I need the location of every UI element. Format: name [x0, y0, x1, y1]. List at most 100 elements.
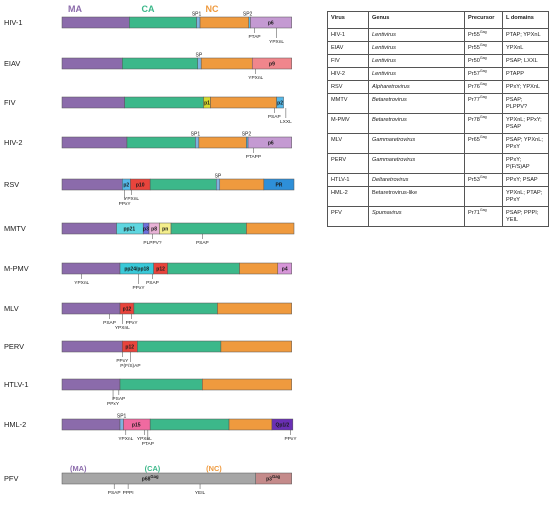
- row-label-rsv: RSV: [4, 180, 19, 189]
- table-row: HIV-2 Lentivirus Pr57Gag PTAPP: [327, 67, 549, 81]
- l-domain-label-pfv-2: YEIL: [195, 490, 206, 496]
- gag-row-pfv: PFV p68Gag p3Gag PSAP PPPI YEIL (MA) (CA) (NC): [4, 464, 292, 496]
- table-header-l-domains: L domains: [502, 11, 549, 29]
- l-domains-cell: YPXnL: [502, 41, 549, 55]
- virus-cell: MLV: [327, 133, 369, 154]
- segment-hiv-2-0: [61, 136, 128, 149]
- row-label-mlv: MLV: [4, 304, 19, 313]
- l-domain-label-mmtv-1: PSAP: [196, 240, 209, 246]
- virus-cell: PFV: [327, 206, 369, 227]
- header-nc: NC: [206, 4, 219, 14]
- segment-label-rsv-0: p2: [123, 183, 129, 189]
- precursor-superscript: Gag: [479, 56, 487, 61]
- table-row: HIV-1 Lentivirus Pr55Gag PTAP; YPXnL: [327, 28, 549, 42]
- row-label-pfv: PFV: [4, 474, 18, 483]
- table-row: EIAV Lentivirus Pr55Gag YPXnL: [327, 41, 549, 55]
- genus-cell: Gammaretrovirus: [368, 153, 465, 174]
- table-row: FIV Lentivirus Pr50Gag PSAP; LXXL: [327, 54, 549, 68]
- l-domain-label-pfv-0: PSAP: [108, 490, 121, 496]
- precursor-superscript: Gag: [479, 30, 487, 35]
- table-row: MMTV Betaretrovirus Pr77Gag PSAP; PLPPV?: [327, 93, 549, 114]
- virus-table: Virus Genus Precursor L domains HIV-1 Len…: [327, 11, 549, 227]
- segment-perv-0: [61, 340, 123, 353]
- row-label-m-pmv: M-PMV: [4, 264, 29, 273]
- segment-htlv-1-1: [119, 378, 203, 391]
- pfv-header-ca: (CA): [145, 464, 161, 473]
- table-row: RSV Alpharetrovirus Pr76Gag PPxY; YPXnL: [327, 80, 549, 94]
- segment-label-hml-2-1: p15: [132, 423, 141, 429]
- precursor-superscript: Gag: [479, 69, 487, 74]
- segment-hml-2-4: [228, 418, 273, 431]
- segment-perv-2: [137, 340, 222, 353]
- precursor-cell: [464, 186, 503, 207]
- row-label-fiv: FIV: [4, 98, 16, 107]
- table-row: HTLV-1 Deltaretrovirus Pr53Gag PPxY; PSAP: [327, 173, 549, 187]
- segment-label-rsv-2: SP: [215, 174, 222, 180]
- precursor-cell: Pr65Gag: [464, 133, 503, 154]
- segment-label-eiav-1: p9: [269, 62, 275, 68]
- l-domain-label-eiav-0: YPXnL: [248, 75, 263, 81]
- l-domain-label-mlv-2: PPxY: [126, 320, 139, 326]
- segment-eiav-3: [200, 57, 253, 70]
- segment-rsv-4: [216, 178, 221, 191]
- segment-label-hiv-2-1: SP2: [242, 132, 252, 138]
- l-domain-label-hml-2-0: YPXnL: [118, 436, 133, 442]
- row-label-hml-2: HML-2: [4, 420, 26, 429]
- l-domains-cell: PTAPP: [502, 67, 549, 81]
- segment-label-hml-2-0: SP1: [117, 414, 127, 420]
- segment-pfv-0: [61, 472, 256, 485]
- segment-rsv-6: [263, 178, 295, 191]
- l-domains-cell: PPxY; P(F/S)AP: [502, 153, 549, 174]
- precursor-superscript: Gag: [479, 135, 487, 140]
- gag-row-hiv-1: HIV-1 SP1 SP2 p6 PTAP YPXnL: [4, 12, 292, 45]
- l-domain-label-fiv-1: LXXL: [280, 119, 292, 125]
- segment-label-fiv-0: p1: [204, 101, 210, 107]
- precursor-cell: Pr55Gag: [464, 28, 503, 42]
- segment-mmtv-0: [61, 222, 117, 235]
- header-ma: MA: [68, 4, 82, 14]
- segment-label-hiv-2-2: p6: [268, 141, 274, 147]
- segment-hiv-1-1: [129, 16, 197, 29]
- segment-mlv-3: [217, 302, 292, 315]
- precursor-superscript: Gag: [479, 208, 487, 213]
- genus-cell: Lentivirus: [368, 28, 465, 42]
- genus-cell: Deltaretrovirus: [368, 173, 465, 187]
- segment-label-mmtv-1: p3: [143, 227, 149, 233]
- segment-hiv-1-2: [196, 16, 201, 29]
- segment-label-m-pmv-2: p4: [282, 267, 288, 273]
- table-header-genus: Genus: [368, 11, 465, 29]
- genus-cell: Betaretrovirus: [368, 113, 465, 134]
- l-domain-label-m-pmv-2: PSAP: [146, 280, 159, 286]
- segment-fiv-4: [276, 96, 284, 109]
- segment-fiv-3: [210, 96, 277, 109]
- l-domains-cell: PTAP; YPXnL: [502, 28, 549, 42]
- segment-mlv-0: [61, 302, 121, 315]
- segment-perv-3: [220, 340, 292, 353]
- segment-hml-2-0: [61, 418, 121, 431]
- virus-cell: PERV: [327, 153, 369, 174]
- segment-label-mmtv-3: pn: [162, 227, 168, 233]
- l-domain-label-rsv-1: YPXnL: [124, 196, 139, 202]
- row-label-perv: PERV: [4, 342, 24, 351]
- header-ca: CA: [142, 4, 155, 14]
- gag-row-mmtv: MMTV pp21 p3 p8 pn PLPPV? PSAP: [4, 222, 295, 246]
- genus-cell: Lentivirus: [368, 67, 465, 81]
- precursor-superscript: Gag: [479, 175, 487, 180]
- precursor-cell: Pr50Gag: [464, 54, 503, 68]
- virus-cell: MMTV: [327, 93, 369, 114]
- segment-label-hiv-1-2: p6: [268, 21, 274, 27]
- segment-label-pfv-1: p3Gag: [266, 474, 280, 483]
- segment-label-eiav-0: SP: [196, 53, 203, 59]
- l-domains-cell: YPXnL; PTAP; PPxY: [502, 186, 549, 207]
- genus-cell: Lentivirus: [368, 41, 465, 55]
- l-domain-label-htlv-1-0: PPxY: [107, 401, 120, 407]
- genus-cell: Betaretrovirus-like: [368, 186, 465, 207]
- row-label-mmtv: MMTV: [4, 224, 26, 233]
- virus-cell: EIAV: [327, 41, 369, 55]
- precursor-cell: Pr55Gag: [464, 41, 503, 55]
